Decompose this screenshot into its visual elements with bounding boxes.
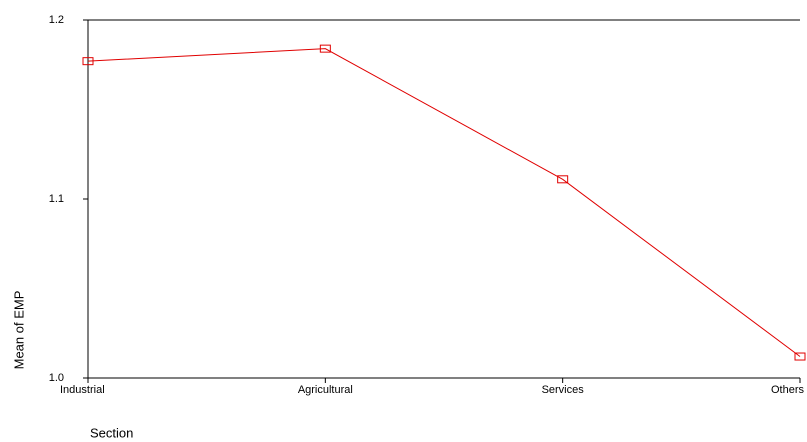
x-axis-title: Section — [90, 425, 133, 440]
x-tick-label: Industrial — [60, 384, 105, 396]
chart: Mean of EMP Section 1.0 1.1 1.2 Industrial A… — [0, 0, 807, 442]
x-tick-label: Others — [771, 384, 805, 396]
y-tick-label: 1.2 — [49, 14, 64, 26]
line — [88, 49, 800, 357]
x-tick-label: Agricultural — [298, 384, 353, 396]
x-tick-label: Services — [542, 384, 585, 396]
y-axis-title: Mean of EMP — [11, 291, 26, 370]
y-tick-label: 1.1 — [49, 193, 64, 205]
y-tick-label: 1.0 — [49, 372, 64, 384]
